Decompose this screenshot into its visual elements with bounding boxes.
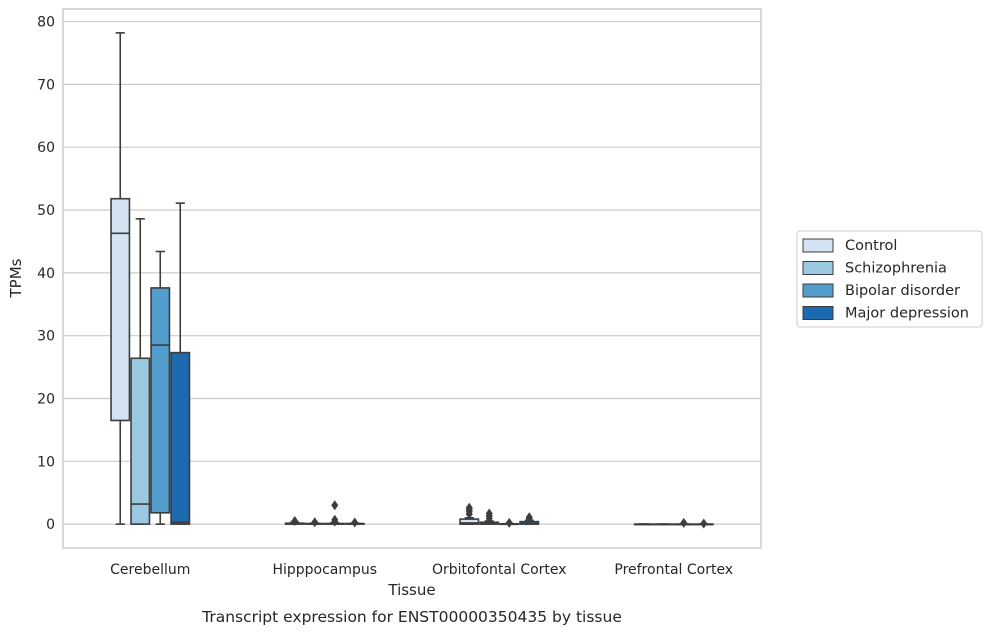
box-groups (110, 32, 714, 529)
legend-label: Major depression (845, 306, 969, 322)
legend-label: Schizophrenia (845, 261, 947, 277)
x-tick-label: Hipppocampus (272, 562, 377, 578)
plot-frame (62, 8, 762, 549)
flier-point (525, 512, 533, 523)
legend-swatch (802, 306, 834, 320)
flier-point (351, 517, 359, 528)
legend-swatch (802, 261, 834, 275)
flier-point (505, 517, 513, 528)
box-group (459, 502, 540, 528)
box-group (284, 500, 365, 528)
legend-label: Bipolar disorder (845, 283, 960, 299)
y-axis-title: TPMs (7, 258, 25, 298)
box-group (633, 517, 714, 529)
legend-frame (796, 230, 983, 328)
box (150, 287, 171, 514)
chart-caption: Transcript expression for ENST0000035043… (201, 608, 622, 626)
box (130, 357, 151, 525)
legend-label: Control (845, 238, 897, 254)
y-tick-label: 50 (37, 203, 55, 219)
y-tick-labels: 0 10 20 30 40 50 60 70 80 (37, 15, 55, 534)
box (170, 351, 191, 525)
y-tick-label: 20 (37, 391, 55, 407)
x-tick-label: Prefrontal Cortex (614, 562, 733, 578)
x-axis-title: Tissue (387, 581, 435, 599)
y-tick-label: 10 (37, 454, 55, 470)
y-tick-label: 0 (46, 517, 55, 533)
flier-point (680, 517, 688, 528)
y-tick-label: 40 (37, 266, 55, 282)
x-tick-label: Orbitofontal Cortex (432, 562, 567, 578)
flier-point (331, 500, 339, 511)
box-group (110, 32, 191, 525)
y-tick-label: 60 (37, 140, 55, 156)
x-tick-labels: Cerebellum Hipppocampus Orbitofontal Corte… (110, 562, 733, 578)
x-tick-label: Cerebellum (110, 562, 190, 578)
legend-swatch (802, 283, 834, 298)
flier-point (485, 508, 493, 519)
flier-point (700, 518, 708, 529)
box (110, 197, 131, 422)
y-tick-label: 80 (37, 15, 55, 31)
flier-point (465, 502, 473, 513)
box (459, 518, 480, 525)
flier-point (291, 515, 299, 526)
legend-items: Control Schizophrenia Bipolar disorder Majo… (802, 238, 969, 322)
flier-point (331, 514, 339, 525)
flier-point (311, 517, 319, 528)
y-tick-label: 70 (37, 77, 55, 93)
y-tick-label: 30 (37, 329, 55, 345)
legend-swatch (802, 238, 834, 253)
legend: Control Schizophrenia Bipolar disorder Majo… (796, 230, 983, 328)
